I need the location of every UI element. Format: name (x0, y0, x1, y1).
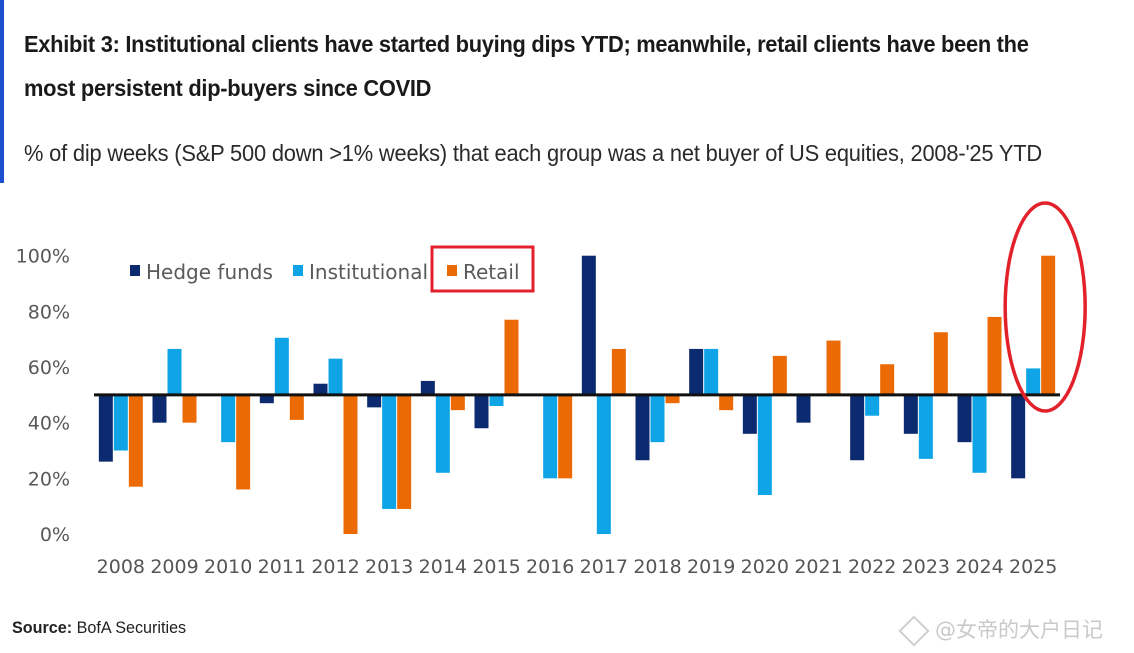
x-tick-label: 2017 (580, 556, 628, 578)
y-tick-label: 0% (40, 524, 70, 546)
title-line-1: Exhibit 3: Institutional clients have st… (24, 31, 1029, 57)
x-tick-label: 2011 (258, 556, 306, 578)
bar-hedge-funds-2014 (420, 380, 435, 395)
watermark: @女帝的大户日记 (898, 614, 1103, 647)
legend-swatch-institutional (293, 265, 303, 276)
bar-hedge-funds-2022 (850, 394, 865, 461)
legend-label-retail: Retail (463, 260, 520, 284)
bar-retail-2025 (1041, 255, 1056, 395)
bar-institutional-2019 (704, 348, 719, 395)
bar-hedge-funds-2018 (635, 394, 650, 461)
bar-retail-2021 (826, 340, 841, 395)
x-tick-label: 2012 (311, 556, 359, 578)
bar-institutional-2022 (865, 394, 880, 416)
bar-institutional-2020 (757, 394, 772, 496)
legend: Hedge funds Institutional Retail (130, 260, 520, 284)
bar-retail-2012 (343, 394, 358, 534)
legend-label-hedge-funds: Hedge funds (146, 260, 273, 284)
x-tick-label: 2024 (955, 556, 1003, 578)
bar-institutional-2017 (596, 394, 611, 534)
y-axis: 0% 20% 40% 60% 80% 100% (16, 246, 70, 546)
bar-retail-2011 (289, 394, 304, 420)
x-tick-label: 2013 (365, 556, 413, 578)
x-tick-label: 2018 (633, 556, 681, 578)
bar-hedge-funds-2008 (98, 394, 113, 462)
x-tick-label: 2016 (526, 556, 574, 578)
bar-hedge-funds-2013 (367, 394, 382, 408)
bar-retail-2022 (880, 364, 895, 395)
bar-retail-2013 (397, 394, 412, 509)
bar-hedge-funds-2017 (581, 255, 596, 395)
bar-hedge-funds-2025 (1011, 394, 1026, 479)
source-note: Source: BofA Securities (12, 618, 186, 638)
source-value: BofA Securities (72, 618, 187, 637)
bar-institutional-2025 (1026, 368, 1041, 395)
x-tick-label: 2022 (848, 556, 896, 578)
bar-retail-2014 (450, 394, 465, 411)
x-tick-label: 2019 (687, 556, 735, 578)
bar-institutional-2009 (167, 348, 182, 395)
watermark-text: @女帝的大户日记 (935, 618, 1103, 642)
bar-hedge-funds-2011 (259, 394, 274, 404)
x-tick-label: 2025 (1009, 556, 1057, 578)
bar-retail-2008 (128, 394, 143, 487)
bar-retail-2015 (504, 319, 519, 395)
bar-retail-2019 (719, 394, 734, 411)
bar-institutional-2012 (328, 358, 343, 395)
bar-retail-2010 (236, 394, 251, 490)
bar-hedge-funds-2020 (742, 394, 757, 434)
bar-retail-2023 (933, 332, 948, 395)
bar-institutional-2014 (435, 394, 450, 473)
bar-institutional-2013 (382, 394, 397, 509)
bar-institutional-2008 (113, 394, 128, 451)
bar-retail-2016 (558, 394, 573, 479)
bar-chart: 0%20%40%60%80%100% 2008 2009 2010 2011 2012 2… (16, 201, 1087, 578)
y-tick-label: 60% (28, 357, 70, 379)
y-tick-label: 80% (28, 301, 70, 323)
bar-hedge-funds-2024 (957, 394, 972, 443)
x-tick-label: 2015 (472, 556, 520, 578)
bars (98, 255, 1056, 534)
bar-retail-2009 (182, 394, 197, 423)
bar-retail-2017 (611, 348, 626, 395)
watermark-logo-icon (898, 615, 930, 647)
bar-institutional-2015 (489, 394, 504, 406)
y-tick-label: 100% (16, 246, 70, 268)
y-tick-label: 20% (28, 468, 70, 490)
x-tick-label: 2009 (150, 556, 198, 578)
x-tick-label: 2023 (902, 556, 950, 578)
x-tick-label: 2020 (741, 556, 789, 578)
legend-swatch-hedge-funds (130, 265, 140, 276)
title-line-2: most persistent dip-buyers since COVID (24, 75, 432, 101)
chart-subtitle: % of dip weeks (S&P 500 down >1% weeks) … (24, 140, 1043, 166)
bar-institutional-2011 (274, 337, 289, 395)
y-tick-label: 40% (28, 413, 70, 435)
x-tick-label: 2014 (419, 556, 467, 578)
bar-hedge-funds-2023 (903, 394, 918, 434)
legend-highlight-box (430, 245, 535, 293)
bar-institutional-2018 (650, 394, 665, 443)
legend-label-institutional: Institutional (309, 260, 428, 284)
x-axis: 2008 2009 2010 2011 2012 2013 2014 2015 2016 2017… (97, 556, 1058, 578)
bar-retail-2020 (772, 355, 787, 395)
bar-institutional-2010 (221, 394, 236, 443)
bar-hedge-funds-2019 (689, 348, 704, 395)
x-tick-label: 2008 (97, 556, 145, 578)
bar-institutional-2024 (972, 394, 987, 473)
x-tick-label: 2010 (204, 556, 252, 578)
bar-retail-2018 (665, 394, 680, 404)
bar-institutional-2016 (543, 394, 558, 479)
x-tick-label: 2021 (794, 556, 842, 578)
highlight-ellipse-2025 (1003, 201, 1087, 413)
source-label: Source: (12, 618, 73, 637)
bar-institutional-2023 (918, 394, 933, 459)
bar-hedge-funds-2015 (474, 394, 489, 429)
accent-bar (0, 0, 4, 183)
bar-retail-2024 (987, 316, 1002, 395)
chart-title: Exhibit 3: Institutional clients have st… (24, 22, 1052, 110)
legend-swatch-retail (447, 265, 457, 276)
bar-hedge-funds-2021 (796, 394, 811, 423)
bar-hedge-funds-2012 (313, 383, 328, 395)
bar-hedge-funds-2009 (152, 394, 167, 423)
